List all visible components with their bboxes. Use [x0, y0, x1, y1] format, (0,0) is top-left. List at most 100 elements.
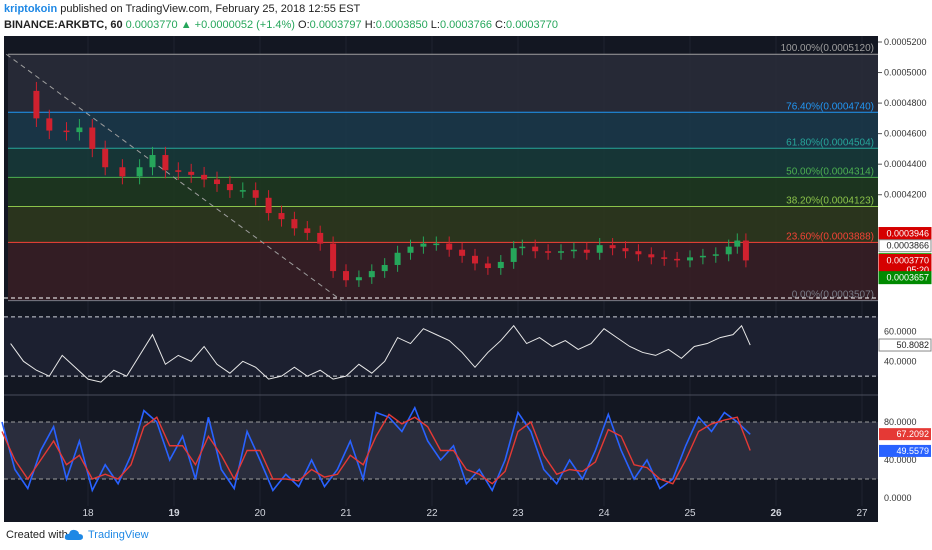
candle-body — [304, 228, 311, 233]
created-with-label: Created with — [6, 529, 68, 541]
close-label: C: — [495, 19, 507, 31]
symbol-label: BINANCE:ARKBTC, 60 — [4, 19, 123, 31]
candle-body — [355, 277, 362, 281]
candle-body — [712, 254, 719, 256]
fib-level-label: 76.40%(0.0004740) — [786, 101, 874, 112]
candle-body — [734, 240, 741, 247]
price-tick-label: 0.0004200 — [884, 190, 927, 200]
rsi-band — [4, 316, 878, 377]
candle-body — [119, 167, 126, 177]
fib-zone — [8, 112, 878, 149]
price-tick-label: 0.0005000 — [884, 68, 927, 78]
stoch-tick-label: 80.0000 — [884, 417, 917, 427]
price-tag — [878, 239, 932, 253]
time-tick-label: 25 — [684, 508, 696, 519]
candle-body — [407, 246, 414, 253]
rsi-tick-label: 40.0000 — [884, 356, 917, 366]
candle-body — [330, 243, 337, 272]
time-tick-label: 23 — [512, 508, 524, 519]
candle-body — [343, 271, 349, 281]
stoch-k-label: 67.2092 — [896, 429, 929, 439]
time-tick-label: 24 — [598, 508, 610, 519]
candle-body — [317, 232, 324, 244]
fib-level-label: 0.00%(0.0003507) — [792, 290, 874, 301]
candle-body — [226, 184, 233, 191]
price-tag — [878, 271, 932, 285]
candle-body — [175, 170, 182, 172]
fib-zone — [8, 54, 878, 113]
candle-body — [609, 245, 616, 249]
fib-level-label: 50.00%(0.0004314) — [786, 166, 874, 177]
stoch-tick-label: 0.0000 — [884, 493, 912, 503]
candle-body — [510, 248, 517, 262]
candle-body — [583, 249, 590, 253]
time-axis-background — [4, 506, 878, 522]
author-link[interactable]: kriptokoin — [4, 3, 58, 15]
fibonacci-fills — [8, 54, 878, 301]
price-tag-label: 0.0003946 — [886, 229, 929, 239]
candle-body — [674, 258, 681, 261]
fib-zone — [8, 242, 878, 301]
candle-body — [446, 243, 453, 250]
rsi-tick-label: 60.0000 — [884, 327, 917, 337]
fib-level-label: 61.80%(0.0004504) — [786, 137, 874, 148]
candle-body — [394, 252, 401, 265]
up-arrow-icon: ▲ — [180, 19, 192, 31]
candle-body — [459, 249, 466, 256]
low-value: 0.0003766 — [439, 19, 492, 31]
candle-body — [136, 167, 143, 177]
rsi-line — [10, 324, 751, 383]
candle-body — [76, 127, 83, 133]
stoch-d-label: 49.5579 — [896, 446, 929, 456]
publish-line: kriptokoin published on TradingView.com,… — [4, 3, 360, 15]
candle-body — [472, 255, 478, 264]
candle-body — [33, 90, 40, 119]
candle-body — [532, 246, 539, 252]
high-label: H: — [364, 19, 376, 31]
stoch-k-tag — [879, 428, 931, 441]
stoch-tick-label: 40.0000 — [884, 455, 917, 465]
symbol-line: BINANCE:ARKBTC, 60 0.0003770 ▲ +0.000005… — [4, 19, 558, 31]
price-chart[interactable]: 100.00%(0.0005120) 76.40%(0.0004740) 61.80… — [0, 36, 932, 522]
footer: Created with TradingView — [0, 522, 932, 550]
price-change: +0.0000052 (+1.4%) — [194, 19, 295, 31]
time-tick-label: 26 — [770, 508, 782, 519]
candle-body — [725, 246, 732, 255]
tradingview-brand[interactable]: TradingView — [88, 529, 149, 541]
stoch-d-line — [1, 413, 751, 485]
low-label: L: — [430, 19, 440, 31]
time-tick-label: 27 — [856, 508, 868, 519]
candle-body — [102, 148, 109, 168]
published-text: published on TradingView.com, February 2… — [60, 3, 361, 15]
candle-body — [278, 213, 285, 220]
candle-body — [252, 190, 259, 198]
candle-body — [484, 263, 491, 269]
close-value: 0.0003770 — [506, 19, 559, 31]
time-tick-label: 21 — [340, 508, 352, 519]
price-tag-label: 05:20 — [906, 265, 929, 275]
candle-body — [89, 127, 96, 149]
candle-body — [46, 118, 53, 131]
time-tick-label: 19 — [168, 508, 180, 519]
candle-body — [687, 257, 693, 261]
candle-body — [558, 251, 564, 253]
tradingview-cloud-icon — [64, 529, 83, 540]
open-value: 0.0003797 — [309, 19, 362, 31]
fib-level-label: 100.00%(0.0005120) — [781, 43, 874, 54]
candle-body — [368, 271, 375, 278]
fib-zone — [8, 206, 878, 243]
candle-body — [596, 245, 603, 253]
candle-body — [420, 243, 427, 247]
trend-line[interactable] — [6, 53, 342, 301]
candle-body — [497, 261, 504, 269]
price-tick-label: 0.0004800 — [884, 98, 927, 108]
time-tick-label: 18 — [82, 508, 94, 519]
candle-body — [570, 249, 577, 252]
price-tick-label: 0.0005200 — [884, 37, 927, 47]
candle-body — [519, 246, 526, 249]
candle-body — [162, 155, 169, 171]
fib-level-label: 38.20%(0.0004123) — [786, 195, 874, 206]
rsi-value-tag — [878, 338, 932, 352]
stoch-d-tag — [879, 444, 931, 457]
candle-body — [622, 248, 629, 252]
